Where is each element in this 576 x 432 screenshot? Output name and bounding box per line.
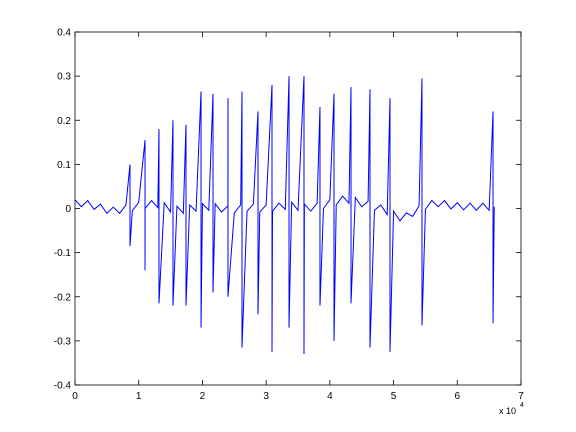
- x-multiplier: x 10: [499, 406, 516, 416]
- x-multiplier-exponent: 4: [520, 402, 524, 409]
- x-tick-label: 3: [263, 391, 269, 402]
- y-tick-label: -0.4: [54, 381, 72, 392]
- x-tick-label: 0: [72, 391, 78, 402]
- x-tick-label: 7: [518, 391, 524, 402]
- y-tick-label: 0.1: [57, 160, 71, 171]
- y-tick-label: 0.4: [57, 28, 71, 39]
- y-tick-label: -0.2: [54, 292, 72, 303]
- x-tick-label: 4: [327, 391, 333, 402]
- x-tick-label: 5: [391, 391, 397, 402]
- x-tick-label: 1: [136, 391, 142, 402]
- y-tick-label: 0.3: [57, 72, 71, 83]
- x-tick-label: 2: [200, 391, 206, 402]
- signal-line: [74, 76, 495, 355]
- y-tick-label: 0: [65, 204, 71, 215]
- y-tick-label: 0.2: [57, 116, 71, 127]
- x-tick-label: 6: [455, 391, 461, 402]
- y-tick-label: -0.3: [54, 336, 72, 347]
- y-tick-label: -0.1: [54, 248, 72, 259]
